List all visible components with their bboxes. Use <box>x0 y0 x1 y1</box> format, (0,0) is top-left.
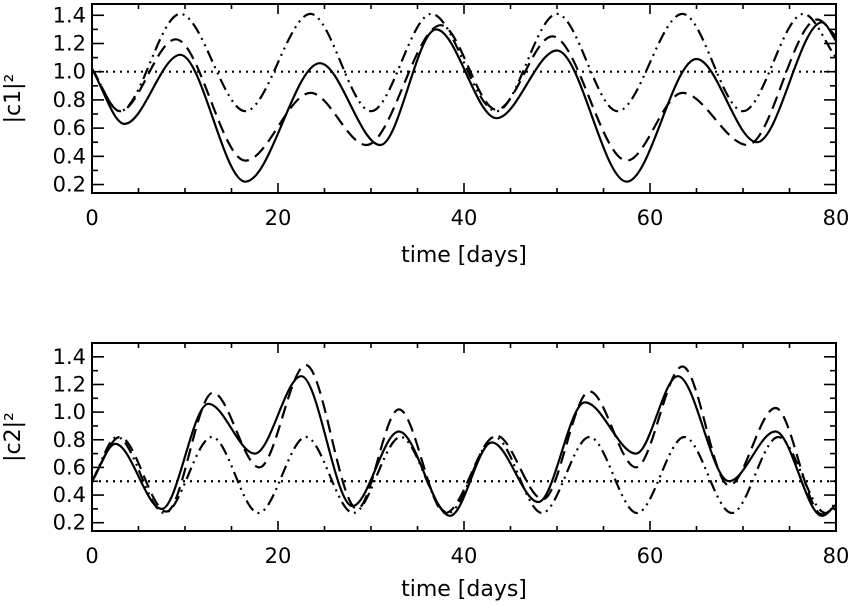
y-tick-label: 1.2 <box>53 372 86 396</box>
series-dashed <box>92 18 836 162</box>
y-tick-label: 0.8 <box>53 88 86 112</box>
y-tick-label: 1.0 <box>53 60 86 84</box>
x-tick-label: 80 <box>823 544 850 568</box>
y-tick-label: 0.2 <box>53 511 86 535</box>
x-tick-label: 60 <box>637 544 664 568</box>
y-tick-label: 0.8 <box>53 428 86 452</box>
y-axis-label: |c2|² <box>1 412 26 462</box>
series-dash-dot-dot <box>92 435 836 515</box>
series-dash-dot-dot <box>92 12 836 113</box>
y-tick-label: 0.2 <box>53 173 86 197</box>
x-axis-label: time [days] <box>401 577 527 602</box>
panel-1: 0 20 40 60 80 0.2 0.4 0.6 0.8 1.0 1.2 1.4 time [days… <box>1 3 849 268</box>
y-tick-label: 0.6 <box>53 455 86 479</box>
x-tick-label: 40 <box>451 544 478 568</box>
x-axis-label: time [days] <box>401 243 527 268</box>
y-tick-label: 1.4 <box>53 3 86 27</box>
x-tick-label: 40 <box>451 206 478 230</box>
y-tick-label: 1.0 <box>53 400 86 424</box>
x-tick-label: 0 <box>85 206 98 230</box>
x-tick-label: 0 <box>85 544 98 568</box>
y-tick-label: 1.4 <box>53 345 86 369</box>
x-tick-label: 80 <box>823 206 850 230</box>
series-solid <box>92 375 836 517</box>
y-tick-label: 1.2 <box>53 31 86 55</box>
x-tick-label: 60 <box>637 206 664 230</box>
series-solid <box>92 21 836 183</box>
x-tick-label: 20 <box>265 206 292 230</box>
y-axis-label: |c1|² <box>1 74 26 124</box>
plot-frame <box>91 342 837 532</box>
y-tick-label: 0.4 <box>53 483 86 507</box>
y-tick-label: 0.4 <box>53 144 86 168</box>
y-tick-label: 0.6 <box>53 116 86 140</box>
series-dashed <box>92 364 836 516</box>
panel-2: 0 20 40 60 80 0.2 0.4 0.6 0.8 1.0 1.2 1.4 time [days… <box>1 342 850 602</box>
plot-frame <box>91 3 837 194</box>
x-tick-label: 20 <box>265 544 292 568</box>
